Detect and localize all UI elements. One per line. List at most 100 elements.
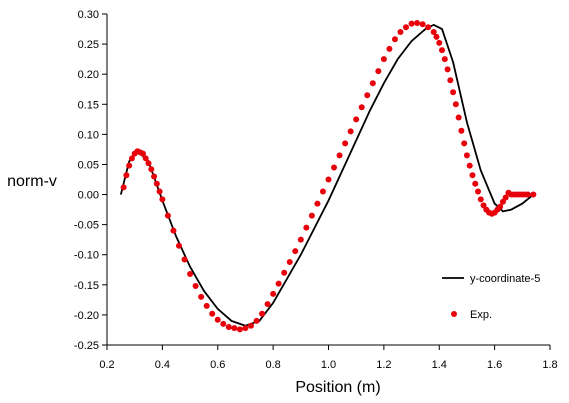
exp-point — [142, 155, 149, 162]
exp-point — [231, 325, 238, 332]
exp-point — [439, 47, 446, 54]
exp-point — [151, 173, 158, 180]
exp-point — [292, 248, 299, 255]
exp-point — [209, 310, 216, 317]
exp-point — [397, 29, 404, 36]
exp-point — [475, 188, 482, 195]
exp-point — [264, 301, 271, 308]
exp-point — [386, 45, 393, 52]
exp-point — [325, 176, 332, 183]
exp-point — [530, 191, 537, 198]
series-line-y-coordinate-5 — [119, 23, 534, 327]
exp-point — [225, 323, 232, 330]
exp-point — [358, 104, 365, 111]
ticks: 0.2 0.4 0.6 0.8 1.0 1.2 1.4 1.6 1.8 0.30 0.25 0.20 0… — [74, 9, 558, 371]
exp-point — [153, 180, 160, 187]
y-tick-label: 0.20 — [78, 69, 99, 81]
exp-point — [419, 21, 426, 28]
exp-point — [286, 258, 293, 265]
legend-point-swatch — [451, 311, 457, 317]
exp-point — [461, 140, 468, 147]
exp-point — [247, 322, 254, 329]
exp-point — [353, 116, 360, 123]
x-axis-title: Position (m) — [295, 379, 380, 396]
x-tick-label: 0.6 — [210, 359, 225, 371]
exp-point — [477, 196, 484, 203]
x-tick-label: 1.4 — [432, 359, 447, 371]
x-tick-label: 1.6 — [487, 359, 502, 371]
exp-point — [139, 150, 146, 157]
exp-point — [463, 152, 470, 159]
exp-point — [214, 316, 221, 323]
series-layer — [119, 20, 537, 333]
exp-point — [303, 224, 310, 231]
exp-point — [425, 24, 432, 31]
exp-point — [414, 20, 421, 27]
x-tick-label: 0.2 — [99, 359, 114, 371]
exp-point — [123, 172, 130, 179]
y-axis-title: norm-v — [7, 173, 57, 190]
exp-point — [181, 256, 188, 263]
y-tick-label: -0.10 — [74, 250, 99, 262]
y-tick-label: 0.30 — [78, 9, 99, 21]
exp-point — [270, 290, 277, 297]
exp-point — [444, 66, 451, 73]
exp-point — [187, 270, 194, 277]
exp-point — [156, 188, 163, 195]
y-tick-label: 0.00 — [78, 190, 99, 202]
y-tick-label: -0.15 — [74, 280, 99, 292]
exp-point — [472, 180, 479, 187]
y-tick-label: 0.25 — [78, 39, 99, 51]
y-tick-label: -0.20 — [74, 310, 99, 322]
exp-point — [308, 212, 315, 219]
exp-point — [203, 302, 210, 309]
x-tick-label: 1.0 — [321, 359, 336, 371]
exp-point — [430, 29, 437, 36]
y-tick-label: -0.25 — [74, 340, 99, 352]
exp-point — [433, 33, 440, 40]
x-tick-label: 0.8 — [265, 359, 280, 371]
y-tick-label: -0.05 — [74, 220, 99, 232]
exp-point — [148, 166, 155, 173]
exp-point — [497, 203, 504, 210]
exp-point — [242, 325, 249, 332]
exp-point — [452, 101, 459, 108]
exp-point — [275, 280, 282, 287]
exp-point — [342, 140, 349, 147]
y-tick-label: 0.05 — [78, 159, 99, 171]
exp-point — [145, 160, 152, 167]
legend-label-line: y-coordinate-5 — [470, 273, 540, 285]
exp-point — [524, 191, 531, 198]
exp-point — [120, 184, 127, 191]
exp-point — [447, 77, 454, 84]
exp-point — [253, 317, 260, 324]
exp-point — [159, 196, 166, 203]
exp-point — [375, 68, 382, 75]
exp-point — [164, 212, 171, 219]
exp-point — [450, 89, 457, 96]
exp-point — [458, 127, 465, 134]
exp-point — [369, 80, 376, 87]
legend: y-coordinate-5 Exp. — [442, 273, 540, 321]
exp-point — [175, 242, 182, 249]
exp-point — [502, 194, 509, 201]
exp-point — [192, 283, 199, 290]
exp-point — [314, 200, 321, 207]
exp-point — [126, 162, 133, 169]
exp-point — [455, 114, 462, 121]
exp-point — [198, 293, 205, 300]
exp-point — [170, 227, 177, 234]
exp-point — [236, 326, 243, 333]
x-tick-label: 0.4 — [155, 359, 170, 371]
exp-point — [220, 320, 227, 327]
legend-label-exp: Exp. — [470, 309, 492, 321]
y-tick-label: 0.10 — [78, 129, 99, 141]
x-tick-label: 1.2 — [376, 359, 391, 371]
exp-point — [259, 310, 266, 317]
exp-point — [331, 164, 338, 171]
exp-point — [319, 188, 326, 195]
exp-point — [469, 172, 476, 179]
exp-point — [403, 24, 410, 31]
